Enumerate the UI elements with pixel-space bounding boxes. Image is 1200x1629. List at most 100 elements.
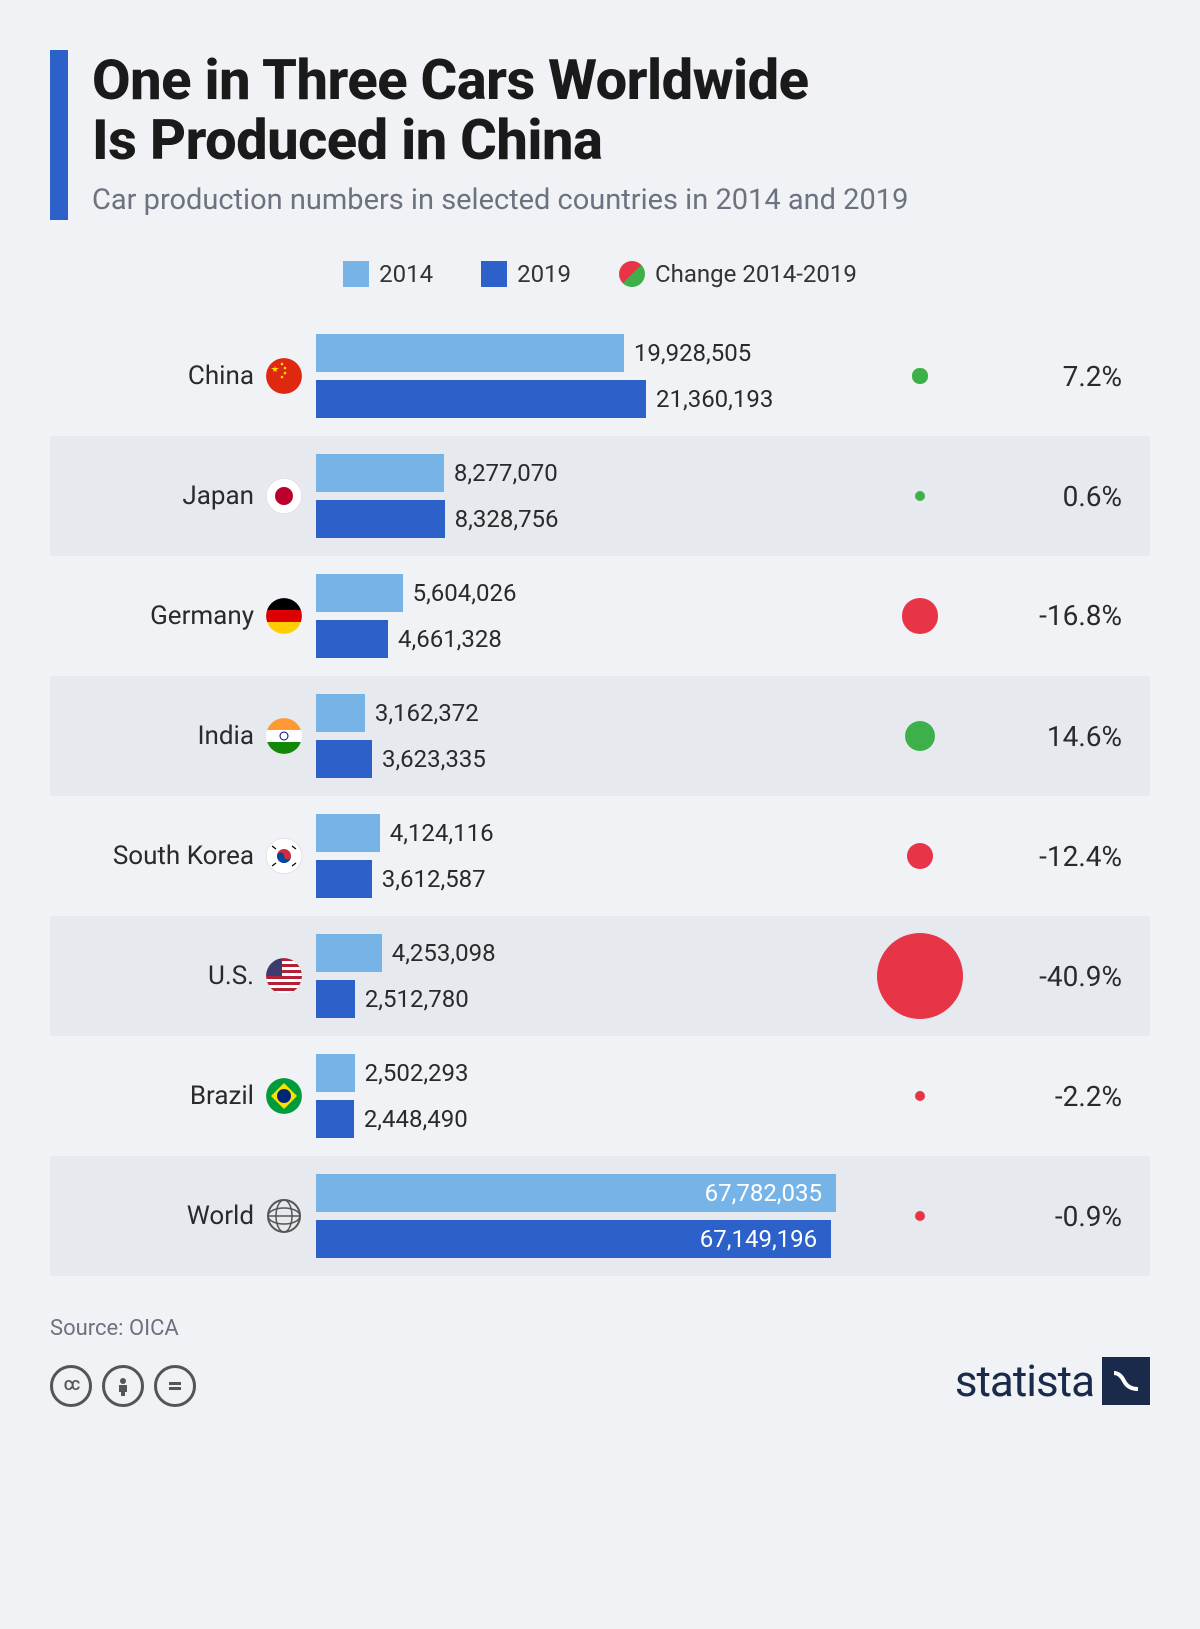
country-name: Germany: [150, 601, 254, 631]
legend: 2014 2019 Change 2014-2019: [50, 260, 1150, 288]
chart-row: U.S. 4,253,098 2,512,780 -40.9%: [50, 916, 1150, 1036]
bar-value-2019: 3,612,587: [382, 865, 486, 893]
bars-cell: 67,782,035 67,149,196: [310, 1174, 860, 1258]
flag-icon: [266, 718, 302, 754]
change-value: 0.6%: [1000, 480, 1150, 513]
statista-logo: statista: [955, 1355, 1150, 1407]
bubble-wrap: [860, 368, 980, 383]
subtitle: Car production numbers in selected count…: [92, 183, 1150, 217]
label-cell: Germany: [50, 598, 310, 634]
bar-value-2014: 8,277,070: [454, 459, 558, 487]
nd-icon: [154, 1365, 196, 1407]
change-cell: -0.9%: [860, 1200, 1150, 1233]
footer: Source: OICA CC statista: [50, 1316, 1150, 1407]
bar-2014: [316, 334, 624, 372]
chart-row: China 19,928,505 21,360,193 7.2%: [50, 316, 1150, 436]
country-name: Brazil: [190, 1081, 254, 1111]
change-cell: -2.2%: [860, 1080, 1150, 1113]
country-name: U.S.: [208, 961, 254, 991]
change-value: 7.2%: [1000, 360, 1150, 393]
label-cell: India: [50, 718, 310, 754]
legend-label-2019: 2019: [517, 260, 571, 288]
bar-value-2019: 8,328,756: [455, 505, 559, 533]
bars-cell: 3,162,372 3,623,335: [310, 694, 860, 778]
bubble-wrap: [860, 491, 980, 501]
chart-rows: China 19,928,505 21,360,193 7.2% Japan 8…: [50, 316, 1150, 1276]
bubble-wrap: [860, 1211, 980, 1221]
change-value: -0.9%: [1000, 1200, 1150, 1233]
legend-label-change: Change 2014-2019: [655, 260, 857, 288]
change-bubble: [905, 721, 936, 752]
bar-2019: [316, 380, 646, 418]
bar-line-2014: 2,502,293: [316, 1054, 860, 1092]
bar-line-2014: 67,782,035: [316, 1174, 860, 1212]
bar-line-2014: 4,253,098: [316, 934, 860, 972]
country-name: South Korea: [113, 841, 254, 871]
statista-mark-icon: [1102, 1357, 1150, 1405]
flag-icon: [266, 598, 302, 634]
flag-icon: [266, 478, 302, 514]
bar-line-2019: 2,512,780: [316, 980, 860, 1018]
bar-line-2019: 67,149,196: [316, 1220, 860, 1258]
label-cell: South Korea: [50, 838, 310, 874]
country-name: India: [197, 721, 254, 751]
change-cell: -40.9%: [860, 933, 1150, 1019]
bar-2014: [316, 574, 403, 612]
bar-line-2019: 3,623,335: [316, 740, 860, 778]
bar-line-2014: 5,604,026: [316, 574, 860, 612]
bar-2019: [316, 740, 372, 778]
main-title: One in Three Cars Worldwide Is Produced …: [92, 50, 1150, 171]
bar-value-2014: 67,782,035: [705, 1179, 822, 1207]
flag-icon: [266, 1198, 302, 1234]
by-icon: [102, 1365, 144, 1407]
bar-2019: 67,149,196: [316, 1220, 831, 1258]
chart-row: South Korea 4,124,116 3,612,587 -12.4%: [50, 796, 1150, 916]
bar-2019: [316, 620, 388, 658]
footer-left: Source: OICA CC: [50, 1316, 196, 1407]
bars-cell: 2,502,293 2,448,490: [310, 1054, 860, 1138]
bar-2014: [316, 934, 382, 972]
bar-2014: [316, 1054, 355, 1092]
legend-swatch-change: [619, 261, 645, 287]
legend-change: Change 2014-2019: [619, 260, 857, 288]
bars-cell: 5,604,026 4,661,328: [310, 574, 860, 658]
label-cell: World: [50, 1198, 310, 1234]
bar-line-2019: 8,328,756: [316, 500, 860, 538]
change-bubble: [915, 1211, 925, 1221]
chart-row: India 3,162,372 3,623,335 14.6%: [50, 676, 1150, 796]
change-value: 14.6%: [1000, 720, 1150, 753]
bars-cell: 8,277,070 8,328,756: [310, 454, 860, 538]
infographic-container: One in Three Cars Worldwide Is Produced …: [0, 0, 1200, 1447]
bar-line-2014: 19,928,505: [316, 334, 860, 372]
change-cell: 14.6%: [860, 720, 1150, 753]
bar-line-2014: 4,124,116: [316, 814, 860, 852]
label-cell: China: [50, 358, 310, 394]
bar-2019: [316, 500, 445, 538]
title-line-2: Is Produced in China: [92, 107, 602, 173]
label-cell: Japan: [50, 478, 310, 514]
bar-2014: [316, 454, 444, 492]
bar-line-2019: 3,612,587: [316, 860, 860, 898]
change-cell: -12.4%: [860, 840, 1150, 873]
chart-row: Germany 5,604,026 4,661,328 -16.8%: [50, 556, 1150, 676]
bubble-wrap: [860, 1091, 980, 1101]
change-cell: -16.8%: [860, 598, 1150, 633]
bar-value-2014: 5,604,026: [413, 579, 517, 607]
country-name: China: [188, 361, 254, 391]
bar-line-2019: 21,360,193: [316, 380, 860, 418]
bar-2019: [316, 1100, 354, 1138]
title-line-1: One in Three Cars Worldwide: [92, 47, 809, 113]
bar-value-2014: 19,928,505: [634, 339, 751, 367]
chart-row: World 67,782,035 67,149,196 -0.9%: [50, 1156, 1150, 1276]
statista-text: statista: [955, 1355, 1094, 1407]
flag-icon: [266, 358, 302, 394]
bar-2014: [316, 814, 380, 852]
bar-value-2019: 3,623,335: [382, 745, 486, 773]
change-bubble: [915, 1091, 925, 1101]
change-value: -40.9%: [1000, 960, 1150, 993]
change-bubble: [902, 598, 937, 633]
bar-2014: [316, 694, 365, 732]
bar-value-2014: 4,124,116: [390, 819, 494, 847]
legend-2014: 2014: [343, 260, 433, 288]
bubble-wrap: [860, 598, 980, 633]
